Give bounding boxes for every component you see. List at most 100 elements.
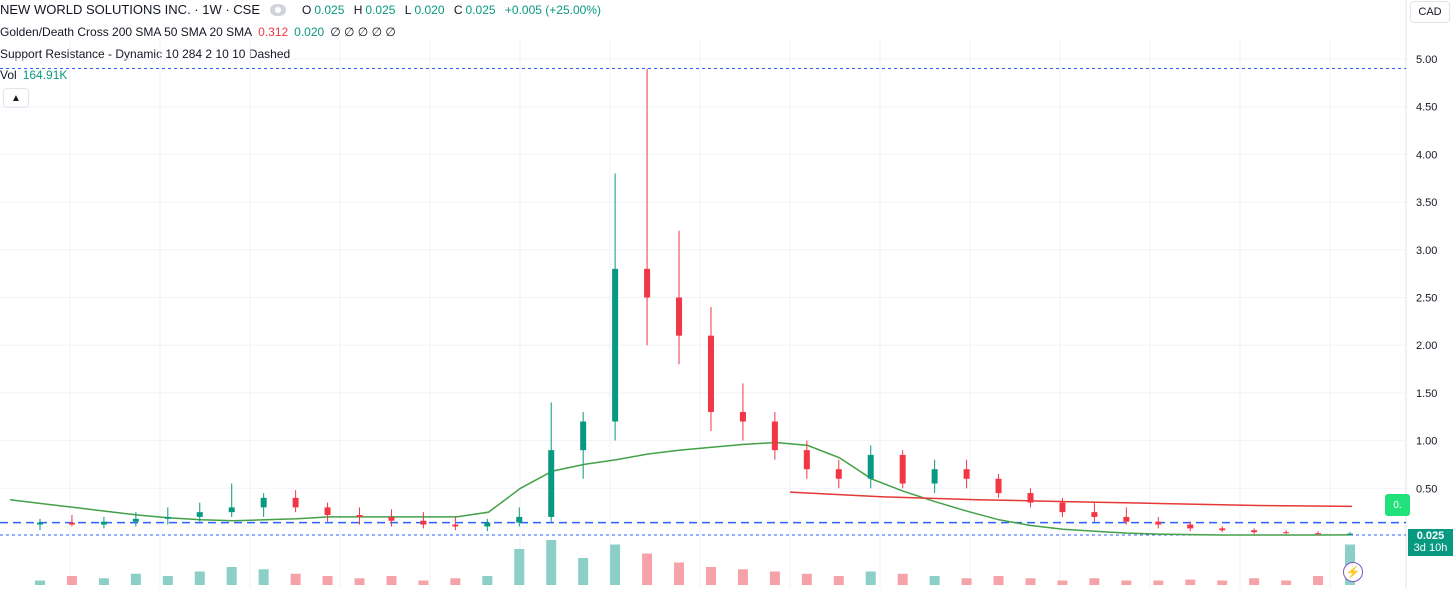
chevron-up-icon[interactable]: ▲ [3,88,29,108]
indicator1-value-1: 0.312 [258,25,289,39]
candle-body [292,497,299,508]
candle-body [1123,516,1130,522]
last-price-value: 0.025 [1416,530,1445,542]
volume-bar [737,569,748,585]
candle-body [835,469,842,479]
close-value: 0.025 [465,3,496,17]
volume-bar [674,562,685,585]
candle-body [899,454,906,484]
candle-body [771,421,778,451]
candle-body [37,522,43,525]
open-value: 0.025 [314,3,345,17]
volume-value: 164.91K [22,68,68,82]
last-price-tag: 0.025 3d 10h [1408,529,1453,556]
lightning-icon[interactable]: ⚡ [1343,562,1363,582]
visibility-eye-icon[interactable] [270,4,287,16]
volume-bar [35,580,45,585]
y-tick-label: 3.00 [1416,245,1437,257]
volume-bar [130,573,141,585]
currency-selector[interactable]: CAD [1410,1,1450,23]
volume-bar [897,573,908,585]
candle-body [324,507,331,516]
volume-bar [1185,579,1196,585]
low-value: 0.020 [414,3,445,17]
candle-body [995,478,1002,494]
indicator1-value-2: 0.020 [294,25,325,39]
volume-bar [705,567,716,585]
volume-bar [1057,580,1068,585]
volume-bar [386,576,397,585]
y-tick-label: 0.50 [1416,483,1437,495]
y-tick-label: 1.00 [1416,436,1437,448]
sma-value-label: 0. [1385,494,1410,516]
bar-countdown: 3d 10h [1413,542,1448,554]
indicator-golden-death-cross[interactable]: Golden/Death Cross 200 SMA 50 SMA 20 SMA [0,25,253,39]
candle-body [228,507,235,513]
volume-label[interactable]: Vol [0,68,17,82]
candle-body [1059,502,1066,513]
volume-bar [322,576,333,585]
candle-body [1027,493,1034,503]
y-tick-label: 1.50 [1416,388,1437,400]
candle-body [68,522,75,525]
candle-body [931,469,938,484]
candle-body [1091,512,1098,517]
volume-bar [1313,576,1324,585]
change-value: +0.005 (+25.00%) [504,3,601,17]
volume-bar [961,578,972,585]
candle-body [1347,533,1353,535]
volume-bar [610,544,621,585]
candle-body [1315,533,1322,535]
candle-body [452,524,459,527]
volume-bar [290,573,301,585]
sma-green-line [9,441,1351,536]
close-label: C [453,3,463,17]
volume-bar [1121,580,1132,585]
candle-body [1251,530,1258,533]
volume-bar [1025,578,1036,585]
volume-bar [450,578,461,585]
candle-body [100,521,107,525]
volume-bar [801,573,812,585]
y-tick-label: 2.50 [1416,293,1437,305]
candle-body [707,335,714,412]
y-tick-label: 3.50 [1416,197,1437,209]
volume-bar [1281,580,1292,585]
volume-bar [258,569,269,585]
indicator-support-resistance[interactable]: Support Resistance - Dynamic 10 284 2 10… [0,47,291,61]
volume-bar [929,576,940,585]
candle-body [132,518,139,522]
symbol-title[interactable]: NEW WORLD SOLUTIONS INC. · 1W · CSE [0,2,261,17]
volume-bar [642,553,653,585]
volume-bar [194,571,205,585]
y-tick-label: 4.50 [1416,102,1437,114]
volume-bar [482,576,493,585]
sma-red-line [789,491,1353,508]
y-tick-label: 4.00 [1416,149,1437,161]
candle-body [803,450,810,470]
y-tick-label: 2.00 [1416,340,1437,352]
candle-body [420,520,427,525]
volume-bar [578,558,589,585]
candle-body [963,469,970,479]
open-label: O [302,3,312,17]
high-label: H [353,3,363,17]
candle-body [612,268,619,422]
volume-bar [833,576,844,585]
volume-bar [98,578,109,585]
volume-bar [1089,578,1100,585]
candle-body [388,516,395,521]
candle-body [867,454,874,479]
volume-bar [546,540,557,585]
candle-body [676,297,683,336]
candle-body [484,522,491,527]
candle-body [1283,532,1290,534]
candle-body [356,515,363,517]
candle-body [196,512,203,517]
y-tick-label: 5.00 [1416,54,1437,66]
volume-bar [1217,580,1228,585]
volume-bar [769,571,780,585]
volume-bar [66,576,77,585]
volume-bar [993,576,1004,585]
